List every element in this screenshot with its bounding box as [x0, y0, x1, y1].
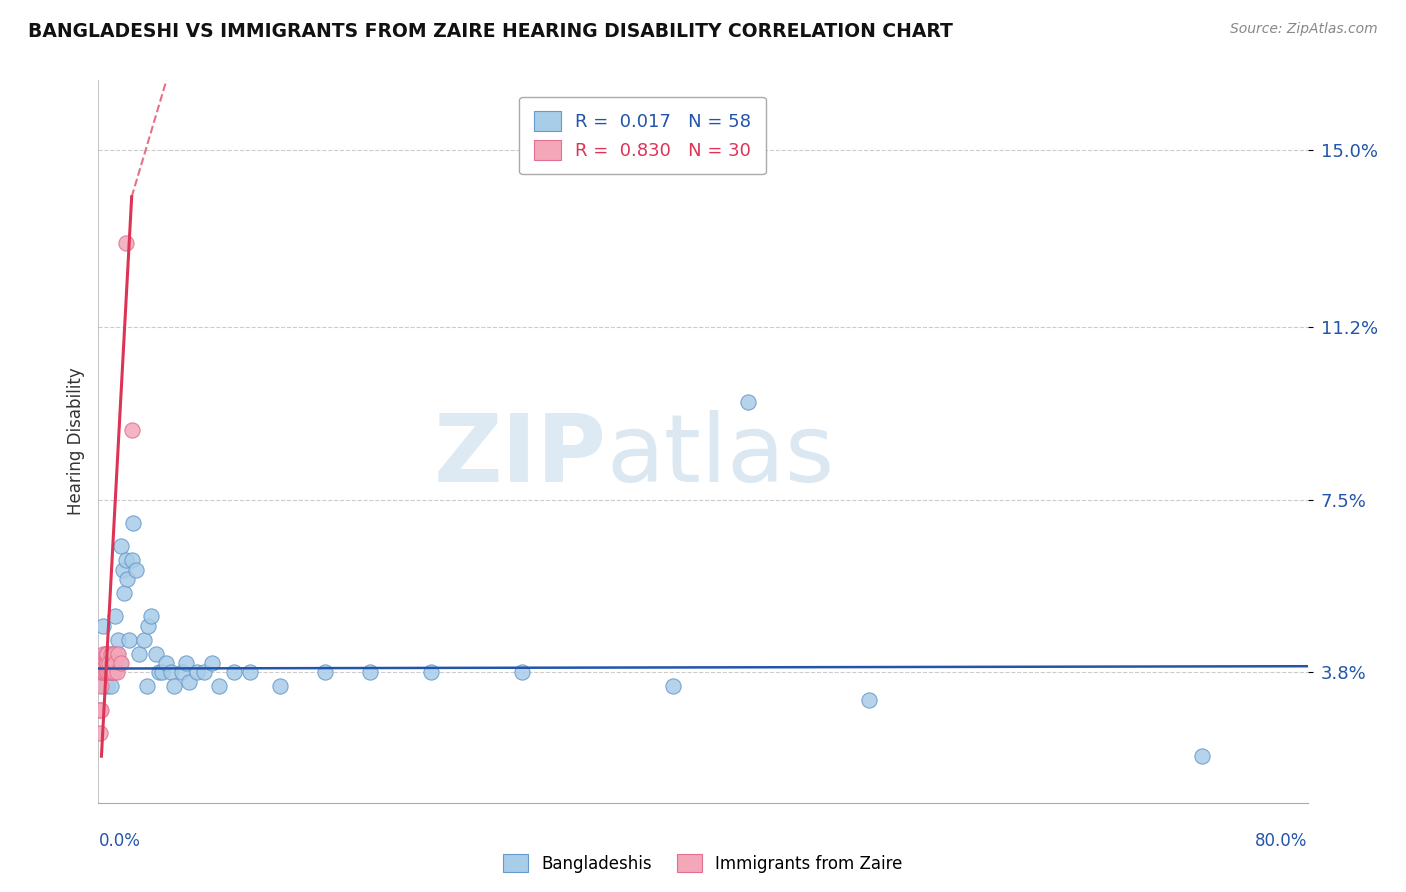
Point	[114, 236, 136, 251]
Point	[420, 665, 443, 680]
Legend: Bangladeshis, Immigrants from Zaire: Bangladeshis, Immigrants from Zaire	[496, 847, 910, 880]
Point	[90, 702, 112, 716]
Text: atlas: atlas	[606, 410, 835, 502]
Point	[100, 647, 122, 661]
Point	[91, 656, 114, 670]
Point	[100, 665, 122, 680]
Point	[118, 632, 141, 647]
Point	[114, 553, 136, 567]
Point	[121, 423, 143, 437]
Point	[90, 665, 112, 680]
Point	[90, 679, 112, 693]
Point	[94, 647, 117, 661]
Point	[136, 618, 159, 632]
Point	[103, 665, 125, 680]
Text: ZIP: ZIP	[433, 410, 606, 502]
Point	[201, 656, 224, 670]
Point	[96, 656, 118, 670]
Point	[108, 656, 131, 670]
Point	[170, 665, 193, 680]
Text: Source: ZipAtlas.com: Source: ZipAtlas.com	[1230, 22, 1378, 37]
Point	[141, 609, 163, 624]
Point	[110, 540, 132, 554]
Point	[155, 656, 177, 670]
Point	[269, 679, 291, 693]
Point	[115, 572, 138, 586]
Point	[314, 665, 336, 680]
Point	[89, 726, 111, 740]
Point	[107, 632, 129, 647]
Point	[96, 679, 118, 693]
Point	[93, 665, 115, 680]
Point	[91, 665, 114, 680]
Point	[94, 665, 117, 680]
Point	[98, 665, 121, 680]
Point	[122, 516, 145, 530]
Point	[179, 674, 201, 689]
Point	[737, 395, 759, 409]
Point	[101, 656, 124, 670]
Point	[94, 656, 117, 670]
Point	[91, 647, 114, 661]
Point	[91, 618, 114, 632]
Point	[160, 665, 183, 680]
Point	[103, 647, 125, 661]
Point	[208, 679, 231, 693]
Y-axis label: Hearing Disability: Hearing Disability	[66, 368, 84, 516]
Point	[145, 647, 167, 661]
Point	[163, 679, 186, 693]
Point	[101, 656, 124, 670]
Point	[93, 656, 115, 670]
Point	[90, 656, 112, 670]
Point	[105, 647, 128, 661]
Point	[89, 702, 111, 716]
Point	[1191, 749, 1213, 764]
Text: BANGLADESHI VS IMMIGRANTS FROM ZAIRE HEARING DISABILITY CORRELATION CHART: BANGLADESHI VS IMMIGRANTS FROM ZAIRE HEA…	[28, 22, 953, 41]
Point	[101, 665, 124, 680]
Point	[239, 665, 262, 680]
Point	[125, 563, 148, 577]
Point	[101, 665, 124, 680]
Point	[128, 647, 150, 661]
Legend: R =  0.017   N = 58, R =  0.830   N = 30: R = 0.017 N = 58, R = 0.830 N = 30	[519, 96, 766, 174]
Point	[100, 679, 122, 693]
Point	[94, 665, 117, 680]
Point	[360, 665, 382, 680]
Point	[132, 632, 155, 647]
Point	[96, 647, 118, 661]
Point	[98, 665, 121, 680]
Point	[193, 665, 215, 680]
Point	[96, 656, 118, 670]
Point	[103, 647, 125, 661]
Point	[661, 679, 683, 693]
Text: 0.0%: 0.0%	[98, 832, 141, 850]
Point	[112, 586, 135, 600]
Point	[103, 665, 125, 680]
Point	[105, 665, 128, 680]
Point	[150, 665, 173, 680]
Point	[148, 665, 170, 680]
Point	[107, 647, 129, 661]
Point	[121, 553, 143, 567]
Point	[510, 665, 533, 680]
Point	[135, 679, 157, 693]
Point	[96, 665, 118, 680]
Point	[100, 665, 122, 680]
Point	[104, 656, 127, 670]
Point	[98, 647, 121, 661]
Point	[174, 656, 197, 670]
Point	[858, 693, 880, 707]
Point	[93, 665, 115, 680]
Point	[104, 609, 127, 624]
Point	[98, 656, 121, 670]
Point	[186, 665, 208, 680]
Point	[224, 665, 246, 680]
Point	[93, 679, 115, 693]
Text: 80.0%: 80.0%	[1256, 832, 1308, 850]
Point	[111, 563, 134, 577]
Point	[94, 647, 117, 661]
Point	[110, 656, 132, 670]
